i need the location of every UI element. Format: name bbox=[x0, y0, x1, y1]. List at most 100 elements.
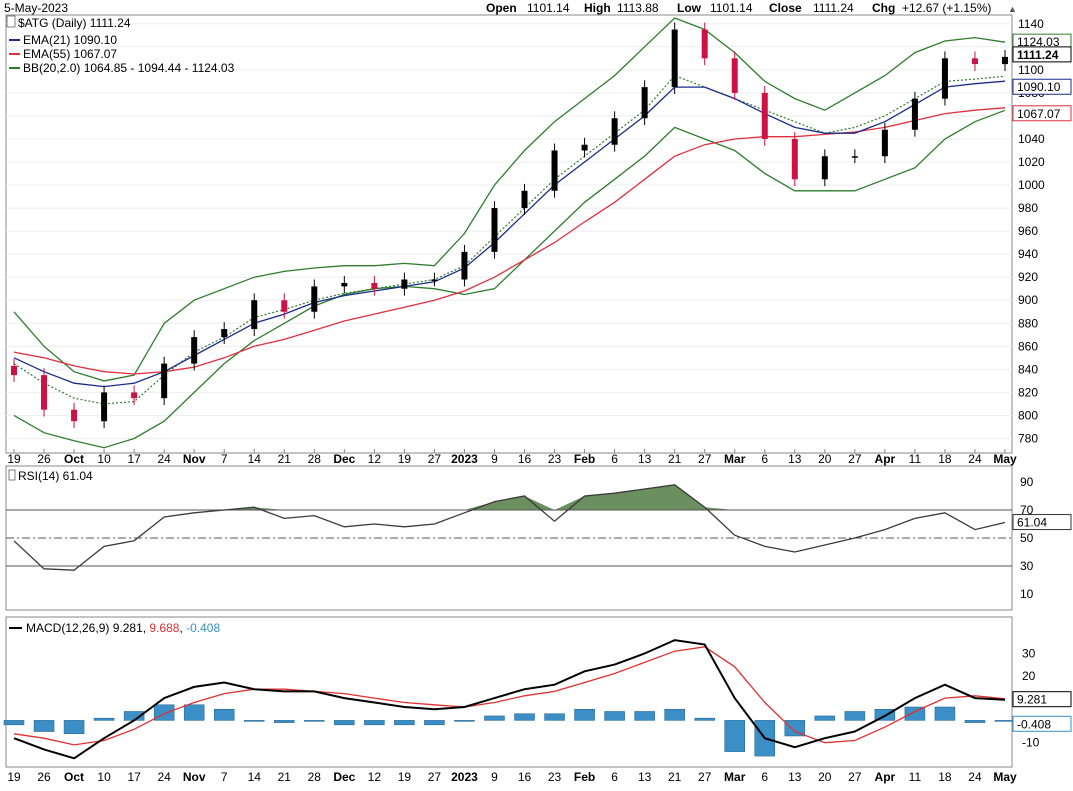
candle-body bbox=[1002, 56, 1008, 65]
x-tick-label: May bbox=[993, 770, 1017, 784]
bb-middle-line bbox=[13, 74, 1006, 405]
macd-histogram-bar bbox=[934, 706, 956, 721]
chg-arrow-icon: ▲ bbox=[1008, 4, 1017, 14]
macd-legend-hist: -0.408 bbox=[186, 621, 220, 635]
x-tick-label: 6 bbox=[611, 770, 618, 784]
candle-body bbox=[41, 375, 48, 410]
candle-body bbox=[11, 365, 17, 376]
x-axis-price: 19 26 Oct 10 17 24 Nov 7 14 21 28 Dec 12 19 27 2023 9 16 2… bbox=[7, 449, 1017, 466]
macd-histogram-bar bbox=[784, 720, 806, 737]
x-tick-label: 16 bbox=[518, 770, 532, 784]
price-tick-label: 820 bbox=[1018, 385, 1038, 399]
candle-body bbox=[341, 282, 348, 287]
x-tick-label: 27 bbox=[848, 770, 862, 784]
x-tick-label: 19 bbox=[7, 452, 21, 466]
candle-body bbox=[641, 87, 648, 119]
macd-line bbox=[13, 639, 1006, 760]
price-panel-frame bbox=[5, 14, 1013, 454]
macd-histogram-bar bbox=[304, 720, 325, 722]
price-tick-label: 1040 bbox=[1018, 132, 1045, 146]
x-tick-label: 6 bbox=[761, 770, 768, 784]
x-tick-label: 9 bbox=[491, 452, 498, 466]
candle-body bbox=[731, 58, 738, 93]
price-tick-label: 940 bbox=[1018, 247, 1038, 261]
price-tick-label: 1100 bbox=[1018, 63, 1044, 77]
x-tick-label: 21 bbox=[668, 452, 682, 466]
macd-histogram-bar bbox=[63, 720, 85, 735]
rsi-line bbox=[13, 484, 1006, 571]
macd-histogram-bar bbox=[334, 720, 355, 726]
x-axis-bottom: 19 26 Oct 10 17 24 Nov 7 14 21 28 Dec 12 19 27 2023 9 16 2… bbox=[7, 770, 1017, 784]
candle-body bbox=[371, 282, 378, 289]
rsi-tick-label: 30 bbox=[1020, 559, 1034, 573]
x-tick-label: 27 bbox=[698, 770, 712, 784]
ema21-badge-box bbox=[1012, 78, 1072, 95]
x-tick-label: 7 bbox=[221, 770, 228, 784]
x-tick-label: 14 bbox=[248, 452, 262, 466]
price-tick-label: 860 bbox=[1018, 339, 1038, 353]
open-label: Open bbox=[486, 1, 517, 15]
x-tick-label: 27 bbox=[698, 452, 712, 466]
x-tick-label: 21 bbox=[668, 770, 682, 784]
macd-histogram-bar bbox=[243, 720, 265, 722]
macd-histogram-bar bbox=[814, 715, 836, 721]
close-value: 1111.24 bbox=[813, 1, 854, 15]
x-tick-label: Mar bbox=[724, 452, 746, 466]
macd-histogram-bar bbox=[33, 720, 55, 732]
macd-histogram-bar bbox=[3, 720, 25, 726]
ema21-line bbox=[13, 80, 1006, 388]
price-tick-label: 960 bbox=[1018, 224, 1038, 238]
candle-body bbox=[851, 156, 858, 158]
macd-histogram-bar bbox=[424, 720, 445, 726]
price-tick-label: 920 bbox=[1018, 270, 1038, 284]
price-tick-label: 780 bbox=[1018, 431, 1038, 445]
candle-body bbox=[701, 29, 708, 59]
x-tick-label: 24 bbox=[968, 452, 982, 466]
header-date: 5-May-2023 bbox=[4, 1, 68, 15]
x-tick-label: 11 bbox=[909, 452, 922, 466]
rsi-series bbox=[6, 484, 1012, 571]
x-tick-label: 6 bbox=[761, 452, 768, 466]
candle-body bbox=[551, 150, 558, 191]
macd-legend-label: MACD(12,26,9) bbox=[26, 621, 109, 635]
macd-histogram-bar bbox=[964, 720, 986, 723]
chg-label: Chg bbox=[872, 1, 895, 15]
close-badge-box bbox=[1012, 46, 1072, 63]
high-label: High bbox=[584, 1, 611, 15]
macd-tick-label: 30 bbox=[1022, 646, 1036, 660]
rsi-overbought-fill bbox=[14, 484, 1005, 510]
rsi-tick-label: 70 bbox=[1020, 503, 1034, 517]
candle-body bbox=[791, 138, 798, 180]
price-tick-label: 800 bbox=[1018, 408, 1038, 422]
macd-tick-label: -10 bbox=[1022, 736, 1040, 750]
ema55-badge-box bbox=[1012, 105, 1072, 122]
x-tick-label: 17 bbox=[127, 770, 141, 784]
low-label: Low bbox=[677, 1, 702, 15]
rsi-badge-box bbox=[1012, 514, 1072, 531]
x-tick-label: 19 bbox=[7, 770, 21, 784]
x-tick-label: 24 bbox=[157, 452, 171, 466]
close-label: Close bbox=[769, 1, 802, 15]
x-tick-label: 20 bbox=[818, 452, 832, 466]
price-tick-label: 1000 bbox=[1018, 178, 1045, 192]
hist-badge: -0.408 bbox=[1017, 717, 1051, 731]
x-tick-label: 7 bbox=[221, 452, 228, 466]
bb-lower-line bbox=[13, 109, 1006, 449]
macd-histogram-bar bbox=[724, 720, 745, 752]
candle-body bbox=[281, 300, 288, 312]
x-tick-label: 10 bbox=[97, 452, 111, 466]
x-tick-label: 18 bbox=[938, 452, 952, 466]
macd-histogram-bar bbox=[574, 708, 595, 721]
x-tick-label: 21 bbox=[278, 770, 292, 784]
bb-upper-badge: 1124.03 bbox=[1017, 35, 1060, 49]
x-tick-label: 2023 bbox=[451, 452, 478, 466]
candle-body bbox=[971, 58, 978, 65]
x-tick-label: 26 bbox=[37, 452, 51, 466]
legend-bb: BB(20,2.0) 1064.85 - 1094.44 - 1124.03 bbox=[23, 61, 235, 75]
x-tick-label: 27 bbox=[428, 452, 442, 466]
x-tick-label: 11 bbox=[909, 770, 922, 784]
x-tick-label: Apr bbox=[875, 452, 896, 466]
rsi-y-axis: 10 30 50 70 90 bbox=[1020, 475, 1034, 601]
